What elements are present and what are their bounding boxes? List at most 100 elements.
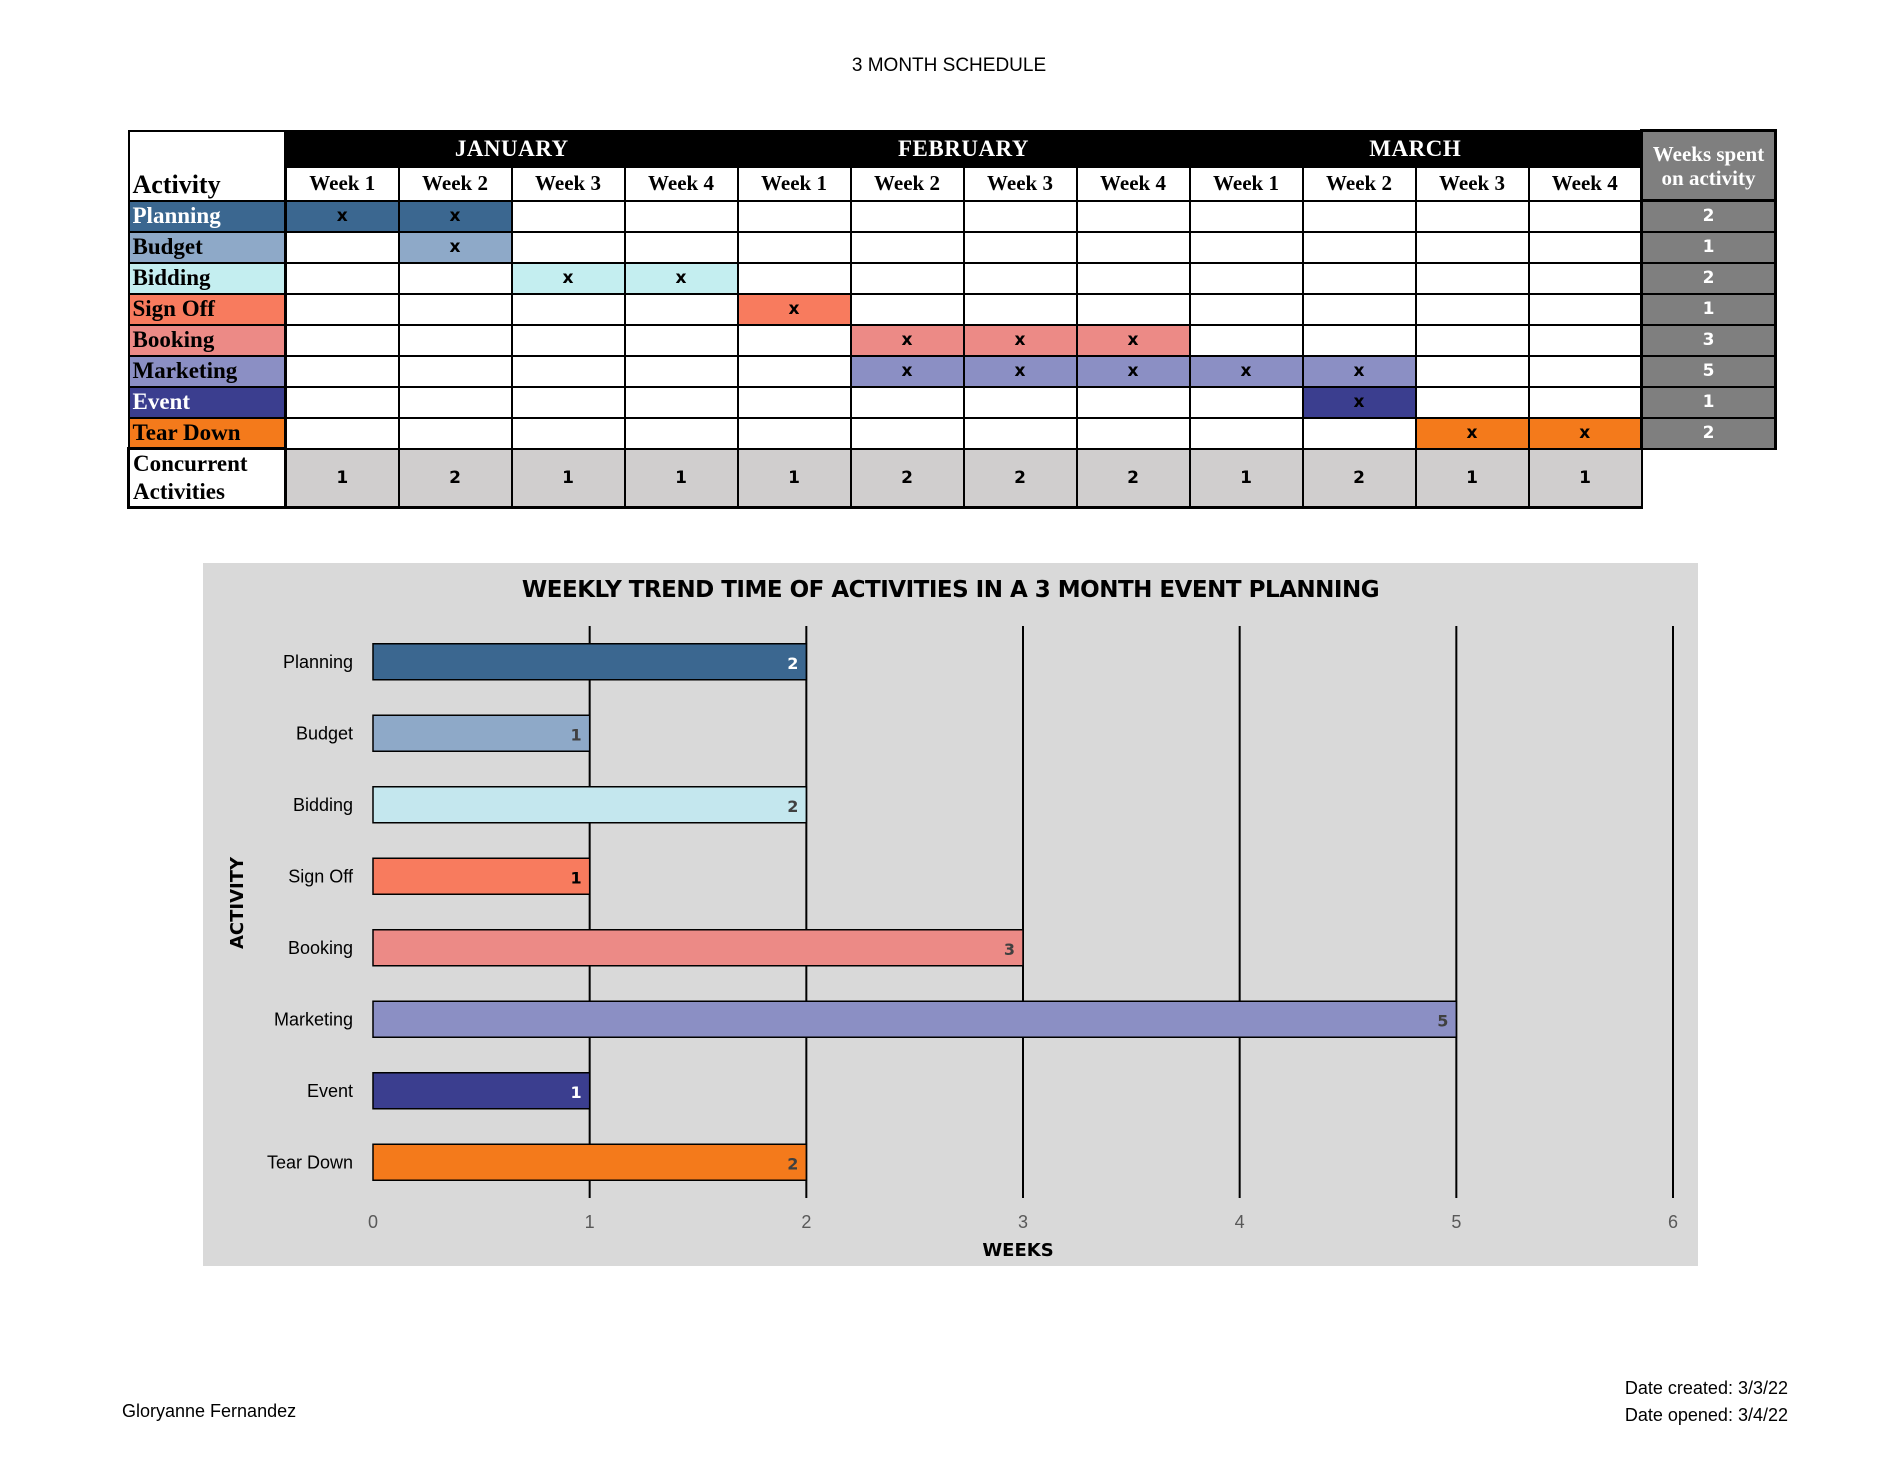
bar-chart: 0 1 2 3 4 5 6 Planning 2 Budget 1 Bidding 2 Sign Off 1… [227, 626, 1678, 1261]
activity-row: Marketing x x x x x 5 [127, 354, 1777, 388]
x-tick-label: 4 [1235, 1212, 1245, 1232]
month-header: FEBRUARY [736, 129, 1191, 168]
schedule-cell [1301, 416, 1417, 450]
activity-name: Event [127, 385, 287, 419]
concurrent-value: 2 [1075, 447, 1191, 509]
schedule-cell [623, 199, 739, 233]
week-header: Week 3 [510, 165, 626, 202]
date-created: Date created: 3/3/22 [1624, 1378, 1788, 1398]
schedule-cell [849, 416, 965, 450]
schedule-mark: x [1188, 354, 1304, 388]
weeks-spent-value: 1 [1640, 292, 1777, 326]
author-name: Gloryanne Fernandez [122, 1401, 297, 1421]
bar [372, 643, 808, 681]
schedule-cell [510, 416, 626, 450]
bar [372, 786, 808, 824]
y-category-label: Marketing [274, 1009, 353, 1029]
schedule-mark: x [962, 323, 1078, 357]
schedule-cell [284, 416, 400, 450]
x-tick-label: 6 [1668, 1212, 1678, 1232]
schedule-cell [1414, 323, 1530, 357]
schedule-cell [736, 230, 852, 264]
schedule-cell [623, 354, 739, 388]
bar [372, 1000, 1458, 1038]
schedule-mark: x [849, 354, 965, 388]
x-tick-label: 0 [368, 1212, 378, 1232]
schedule-cell [849, 385, 965, 419]
schedule-cell [1301, 292, 1417, 326]
week-header: Week 1 [1188, 165, 1304, 202]
schedule-cell [1527, 354, 1643, 388]
week-header: Week 2 [397, 165, 513, 202]
schedule-mark: x [397, 199, 513, 233]
bar [372, 1072, 591, 1110]
schedule-mark: x [397, 230, 513, 264]
schedule-cell [1414, 354, 1530, 388]
concurrent-value: 1 [623, 447, 739, 509]
chart-title: WEEKLY TREND TIME OF ACTIVITIES IN A 3 M… [521, 577, 1380, 603]
schedule-cell [397, 261, 513, 295]
bar [372, 929, 1024, 967]
activity-row: Event x 1 [127, 385, 1777, 419]
week-header: Week 2 [849, 165, 965, 202]
activity-row: Budget x 1 [127, 230, 1777, 264]
schedule-cell [1414, 385, 1530, 419]
concurrent-row: Concurrent Activities 1 2 1 1 1 2 2 2 1 2 1 1 [127, 447, 1776, 509]
bar [372, 857, 591, 895]
month-header: JANUARY [284, 129, 739, 168]
schedule-cell [623, 292, 739, 326]
schedule-cell [284, 385, 400, 419]
schedule-cell [623, 323, 739, 357]
x-axis-title: WEEKS [982, 1240, 1053, 1261]
schedule-cell [1527, 261, 1643, 295]
activity-name: Booking [127, 323, 287, 357]
activity-name: Planning [127, 199, 287, 233]
schedule-cell [284, 354, 400, 388]
schedule-cell [962, 230, 1078, 264]
activity-row: Bidding x x 2 [127, 261, 1777, 295]
schedule-cell [736, 354, 852, 388]
schedule-cell [397, 354, 513, 388]
y-category-label: Event [307, 1081, 353, 1101]
schedule-cell [284, 292, 400, 326]
activity-row: Planning x x 2 [127, 199, 1777, 233]
weeks-spent-value: 2 [1640, 199, 1777, 233]
chart-area: WEEKLY TREND TIME OF ACTIVITIES IN A 3 M… [203, 563, 1698, 1266]
schedule-cell [397, 416, 513, 450]
schedule-cell [510, 385, 626, 419]
schedule-mark: x [1075, 354, 1191, 388]
activity-name: Bidding [127, 261, 287, 295]
schedule-cell [1075, 416, 1191, 450]
y-category-label: Tear Down [267, 1152, 353, 1172]
month-header: MARCH [1188, 129, 1643, 168]
bar [372, 1143, 808, 1181]
schedule-cell [1414, 199, 1530, 233]
schedule-cell [962, 385, 1078, 419]
schedule-cell [1188, 416, 1304, 450]
schedule-cell [510, 323, 626, 357]
bar-value-label: 5 [1437, 1011, 1448, 1030]
weeks-spent-value: 1 [1640, 385, 1777, 419]
schedule-cell [397, 323, 513, 357]
schedule-cell [623, 416, 739, 450]
schedule-cell [849, 199, 965, 233]
x-tick-label: 1 [585, 1212, 595, 1232]
weeks-spent-value: 2 [1640, 261, 1777, 295]
bar-value-label: 1 [571, 725, 582, 744]
schedule-mark: x [1301, 354, 1417, 388]
schedule-cell [1414, 261, 1530, 295]
schedule-cell [510, 354, 626, 388]
week-header: Week 2 [1301, 165, 1417, 202]
bar [372, 714, 591, 752]
schedule-mark: x [962, 354, 1078, 388]
schedule-cell [1414, 292, 1530, 326]
week-header: Week 4 [1075, 165, 1191, 202]
concurrent-value: 1 [510, 447, 626, 509]
schedule-cell [1075, 261, 1191, 295]
schedule-cell [1188, 385, 1304, 419]
concurrent-label: Concurrent Activities [127, 447, 287, 509]
activity-row: Booking x x x 3 [127, 323, 1777, 357]
y-category-label: Bidding [293, 795, 353, 815]
schedule-cell [962, 416, 1078, 450]
schedule-cell [510, 199, 626, 233]
